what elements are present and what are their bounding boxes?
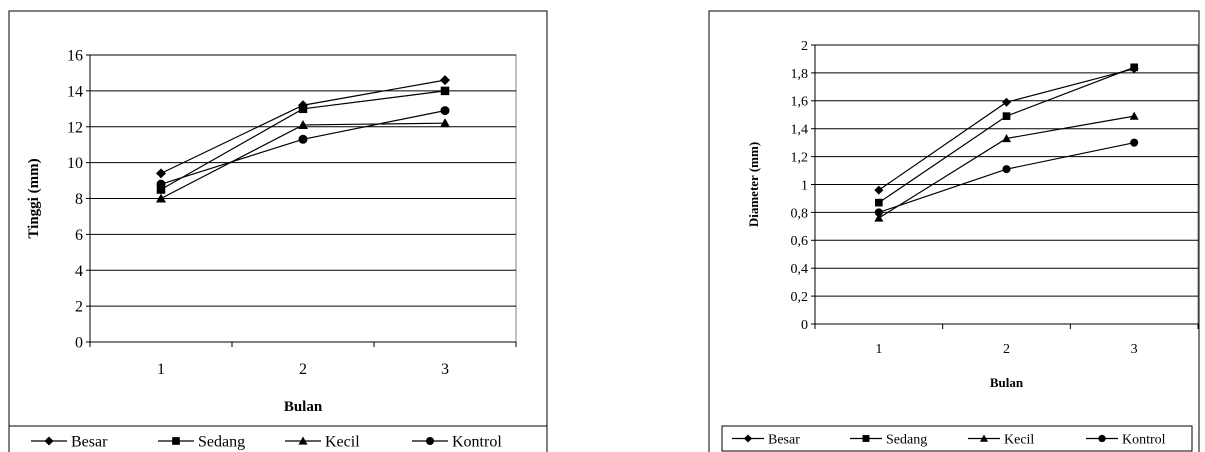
legend-label: Besar [71, 434, 108, 451]
legend-label: Kecil [1004, 432, 1034, 447]
y-tick-label: 12 [67, 119, 83, 136]
data-point [874, 213, 884, 222]
data-point [156, 185, 166, 194]
y-tick-label: 1,6 [791, 95, 809, 110]
data-point [1002, 97, 1011, 107]
data-point [1002, 133, 1011, 143]
data-point [440, 106, 450, 116]
x-tick-label: 3 [1131, 342, 1138, 357]
legend-marker [44, 436, 54, 446]
legend-label: Besar [768, 432, 800, 447]
legend-marker [979, 434, 989, 442]
y-tick-label: 1,8 [791, 67, 809, 82]
legend [8, 425, 548, 452]
data-point [298, 119, 308, 129]
y-tick-label: 1 [801, 178, 808, 193]
data-point [875, 198, 883, 207]
legend-marker [862, 435, 870, 442]
data-point [1129, 111, 1139, 120]
x-tick-label: 3 [441, 361, 449, 378]
y-tick-label: 0,8 [791, 206, 809, 221]
data-point [1002, 112, 1011, 120]
x-axis-title: Bulan [990, 375, 1024, 390]
chart-diameter: 0 0,2 0,4 0,6 0,8 1 1,2 1,4 1,6 1,8 2 1 2 3 Bulan Diame… [708, 10, 1200, 452]
data-point [1002, 165, 1011, 174]
data-point [1130, 138, 1139, 147]
legend-marker [1098, 434, 1106, 443]
y-tick-label: 10 [67, 155, 83, 172]
legend-label: Kontrol [1122, 432, 1166, 447]
y-tick-label: 4 [75, 263, 83, 280]
y-tick-label: 0 [75, 335, 83, 352]
y-tick-label: 14 [67, 83, 83, 100]
y-tick-label: 2 [801, 39, 808, 54]
legend-label: Kontrol [452, 434, 502, 451]
data-point [440, 75, 450, 86]
series-kontrol [874, 138, 1139, 217]
legend-marker [298, 436, 308, 445]
y-tick-label: 1,2 [791, 151, 809, 166]
x-tick-label: 2 [299, 361, 307, 378]
data-point [440, 118, 450, 128]
y-tick-label: 6 [75, 227, 83, 244]
data-point [440, 86, 450, 96]
legend-label: Kecil [325, 434, 360, 451]
x-tick-label: 1 [875, 342, 882, 357]
series-kecil [156, 118, 450, 203]
y-axis-title: Diameter (mm) [746, 142, 761, 227]
y-tick-label: 0 [801, 318, 808, 333]
y-tick-label: 0,2 [791, 290, 809, 305]
data-point [874, 208, 883, 217]
data-point [156, 193, 166, 203]
data-point [874, 185, 884, 195]
legend-label: Sedang [198, 434, 245, 451]
x-axis-title: Bulan [284, 399, 323, 415]
y-tick-label: 16 [67, 48, 83, 65]
y-tick-label: 0,6 [791, 234, 809, 249]
y-tick-label: 1,4 [791, 123, 809, 138]
legend-label: Sedang [886, 432, 927, 447]
y-axis-title: Tinggi (mm) [26, 158, 42, 238]
x-tick-label: 1 [157, 361, 165, 378]
y-tick-label: 0,4 [791, 262, 809, 277]
y-tick-label: 2 [75, 299, 83, 316]
data-point [298, 104, 308, 114]
data-point [156, 179, 166, 189]
series-kecil [874, 111, 1139, 222]
data-point [298, 134, 308, 144]
series-sedang [156, 86, 450, 194]
series-sedang [875, 63, 1138, 207]
chart-frame [708, 10, 1200, 452]
chart-frame [8, 10, 548, 452]
series-kontrol [156, 106, 450, 189]
legend-marker [172, 437, 180, 445]
x-tick-label: 2 [1003, 342, 1010, 357]
legend-marker [425, 436, 435, 446]
y-tick-label: 8 [75, 191, 83, 208]
data-point [156, 168, 166, 179]
data-point [1130, 63, 1138, 72]
